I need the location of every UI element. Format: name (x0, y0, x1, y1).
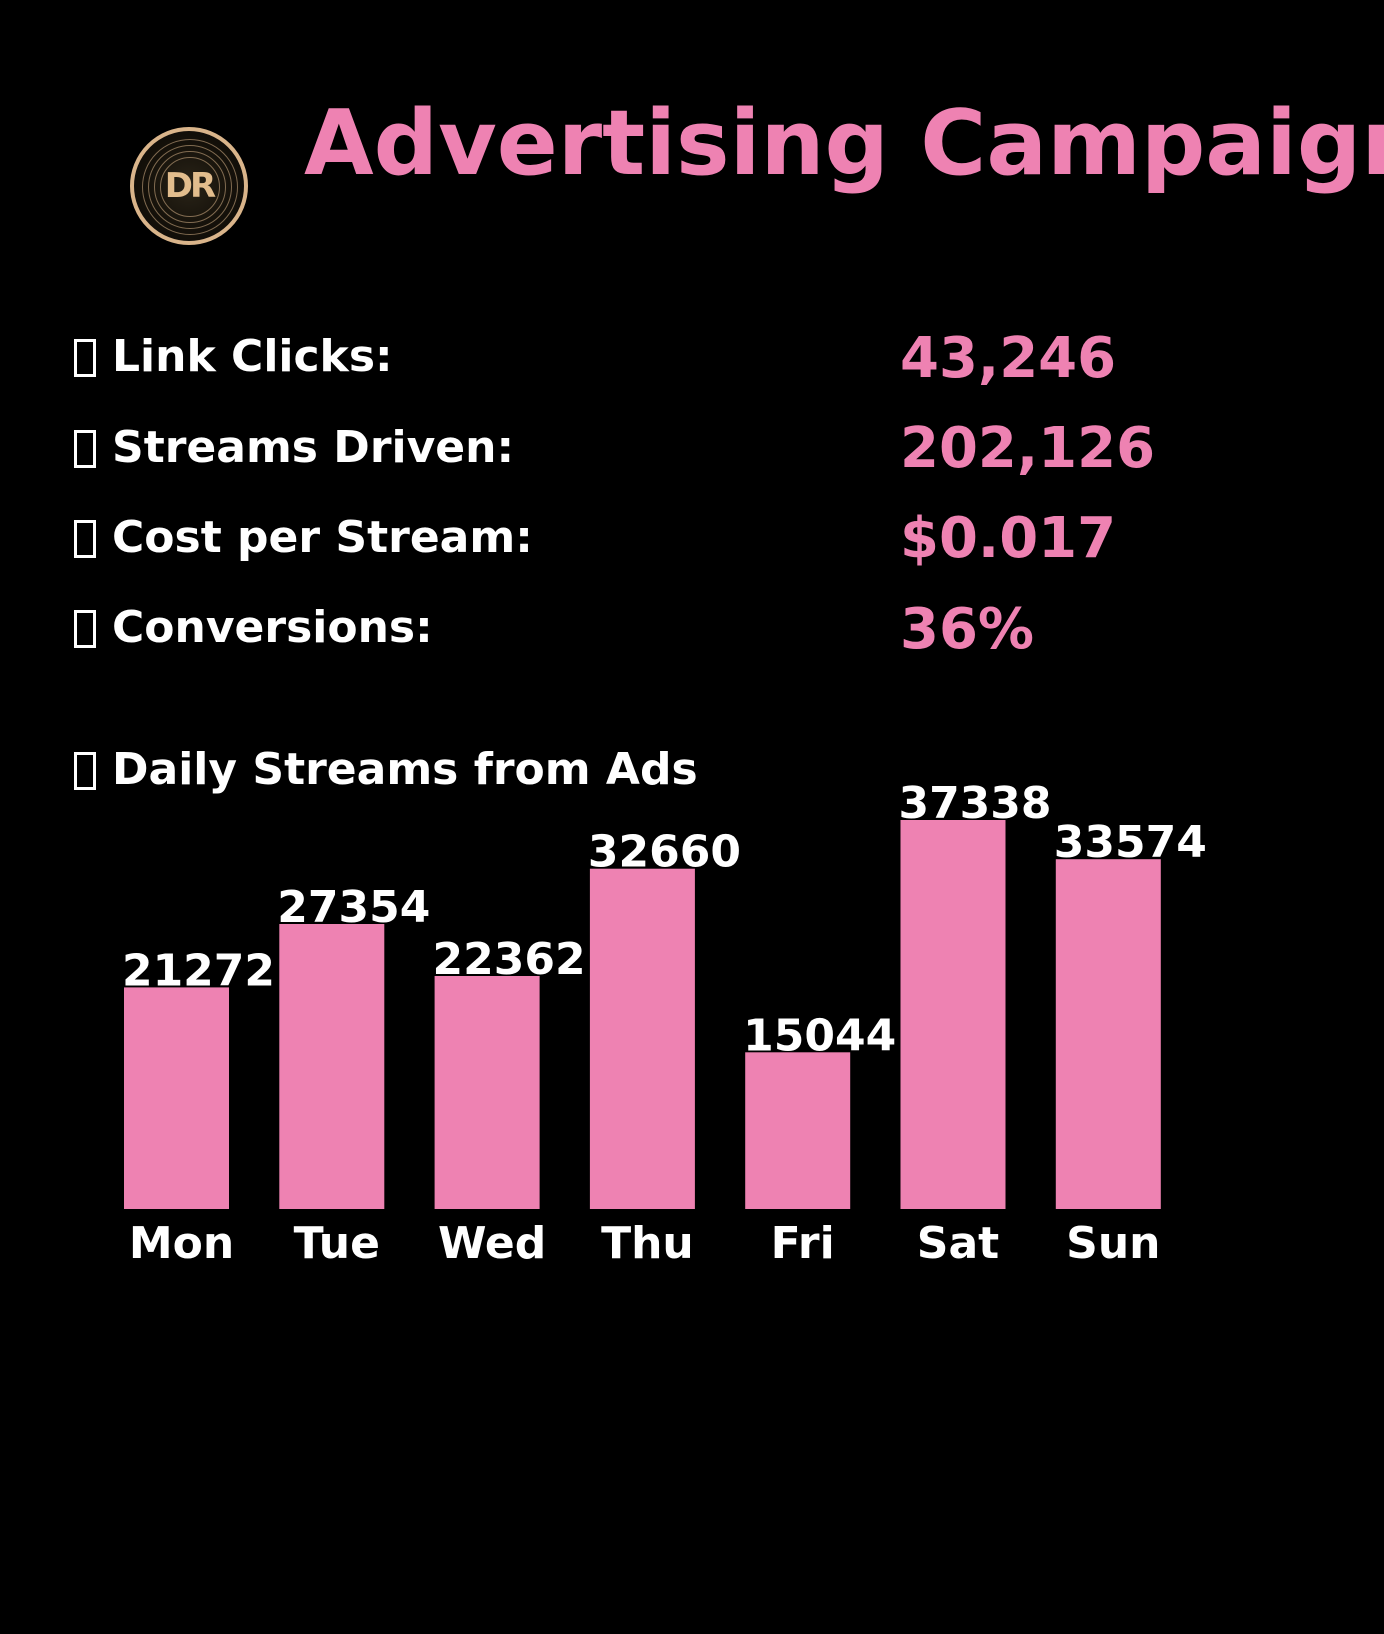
tick-label-sun: Sun (1066, 1218, 1160, 1269)
data-label-sun: 33574 (1054, 817, 1207, 868)
tick-label-sat: Sat (917, 1218, 999, 1269)
data-label-sat: 37338 (898, 778, 1051, 829)
tick-label-fri: Fri (771, 1218, 835, 1269)
tick-label-tue: Tue (294, 1218, 380, 1269)
tick-label-thu: Thu (601, 1218, 694, 1269)
stat-label-text: Streams Driven: (112, 422, 515, 473)
bar-thu (589, 868, 695, 1209)
stat-label-text: Link Clicks: (112, 331, 393, 382)
link-icon (74, 339, 96, 377)
data-label-thu: 32660 (588, 827, 741, 878)
headphones-icon (74, 430, 96, 468)
stat-label-cost-per-stream: Cost per Stream: (74, 512, 533, 565)
stat-value-streams-driven: 202,126 (900, 416, 1156, 481)
data-label-wed: 22362 (433, 934, 586, 985)
logo-monogram: DR (164, 166, 216, 206)
data-label-fri: 15044 (743, 1010, 896, 1061)
chart-label-text: Daily Streams from Ads (112, 744, 698, 795)
tick-label-mon: Mon (129, 1218, 234, 1269)
stat-value-conversions: 36% (900, 597, 1035, 662)
logo: DR (130, 127, 248, 245)
chart-label: Daily Streams from Ads (74, 744, 698, 797)
chart-icon (74, 752, 96, 790)
stat-label-text: Conversions: (112, 602, 433, 653)
bar-fri (745, 1052, 851, 1209)
stat-label-link-clicks: Link Clicks: (74, 331, 393, 384)
target-icon (74, 610, 96, 648)
page-title: Advertising Campaign (304, 91, 1384, 196)
stat-value-link-clicks: 43,246 (900, 326, 1117, 391)
stat-label-conversions: Conversions: (74, 602, 433, 655)
money-icon (74, 520, 96, 558)
bar-wed (434, 976, 540, 1209)
data-label-mon: 21272 (122, 945, 275, 996)
stat-value-cost-per-stream: $0.017 (900, 506, 1117, 571)
stat-label-streams-driven: Streams Driven: (74, 422, 514, 475)
tick-label-wed: Wed (438, 1218, 546, 1269)
stat-label-text: Cost per Stream: (112, 512, 533, 563)
bar-sun (1055, 859, 1161, 1209)
bar-tue (279, 924, 385, 1209)
bar-mon (124, 987, 229, 1209)
data-label-tue: 27354 (277, 882, 430, 933)
bar-sat (900, 820, 1006, 1209)
